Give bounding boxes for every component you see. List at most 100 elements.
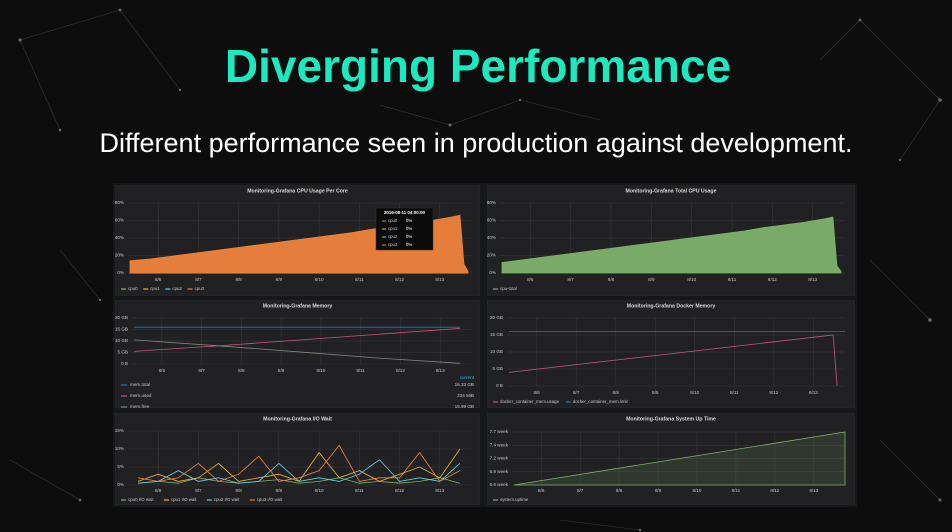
x-tick-label: 8/8 (235, 277, 242, 282)
y-tick-label: 0% (489, 270, 496, 275)
y-tick-label: 15 GB (490, 332, 503, 337)
x-tick-label: 8/12 (396, 368, 405, 373)
tooltip-value: 0% (406, 242, 412, 247)
legend-value: 15.99 GB (455, 404, 474, 409)
x-tick-label: 8/11 (732, 488, 741, 493)
x-tick-label: 8/7 (573, 390, 580, 395)
y-tick-label: 60% (487, 218, 496, 223)
y-tick-label: 20 GB (490, 315, 503, 320)
panel-title: Monitoring-Grafana Memory (263, 303, 333, 309)
legend-label: mem.free (130, 404, 150, 409)
x-tick-label: 8/9 (648, 277, 655, 282)
tooltip-value: 0% (406, 234, 412, 239)
legend-label: mem.used (130, 393, 152, 398)
x-tick-label: 8/7 (195, 488, 202, 493)
panel: Monitoring-Grafana I/O Wait 0% 5% 10% 15% 8/6… (115, 413, 480, 505)
tooltip-name: cpu0 (388, 218, 398, 223)
panel-title: Monitoring-Grafana System Up Time (626, 416, 716, 422)
x-tick-label: 8/11 (356, 368, 365, 373)
legend-header: current (460, 375, 475, 380)
x-tick-label: 8/11 (728, 277, 737, 282)
legend-value: 334 MiB (457, 393, 474, 398)
panel: Monitoring-Grafana Total CPU Usage 0% 20% 4… (487, 185, 855, 296)
x-tick-label: 8/8 (608, 277, 615, 282)
legend-label: system.uptime (500, 497, 529, 502)
x-tick-label: 8/7 (577, 488, 584, 493)
series-area (513, 431, 846, 486)
tooltip-value: 0% (406, 218, 412, 223)
x-tick-label: 8/10 (315, 488, 324, 493)
panel: Monitoring-Grafana CPU Usage Per Core 0% 2… (115, 185, 480, 296)
x-tick-label: 8/7 (195, 277, 202, 282)
x-tick-label: 8/13 (809, 390, 818, 395)
y-tick-label: 0% (117, 482, 124, 487)
x-tick-label: 8/8 (613, 390, 620, 395)
y-tick-label: 15 GB (115, 327, 128, 332)
y-tick-label: 0% (117, 270, 124, 275)
y-tick-label: 10 GB (490, 349, 503, 354)
y-tick-label: 5 GB (118, 350, 128, 355)
panel-box (115, 300, 480, 408)
x-tick-label: 8/6 (533, 390, 540, 395)
y-tick-label: 7.4 week (490, 442, 509, 447)
x-tick-label: 8/11 (355, 277, 364, 282)
legend-label: cpu0 I/O wait (128, 497, 154, 502)
x-tick-label: 8/13 (435, 277, 444, 282)
x-tick-label: 8/10 (316, 368, 325, 373)
x-tick-label: 8/10 (690, 390, 699, 395)
y-tick-label: 20% (487, 253, 496, 258)
y-tick-label: 5% (117, 464, 124, 469)
y-tick-label: 80% (115, 200, 124, 205)
tooltip-value: 0% (406, 226, 412, 231)
series-line (138, 459, 461, 484)
y-tick-label: 0 B (121, 361, 128, 366)
panel: Monitoring-Grafana Memory 0 B 5 GB 10 GB 15 … (115, 300, 480, 409)
x-tick-label: 8/7 (198, 368, 205, 373)
x-tick-label: 8/12 (395, 277, 404, 282)
x-tick-label: 8/6 (155, 277, 162, 282)
x-tick-label: 8/12 (768, 277, 777, 282)
x-tick-label: 8/6 (527, 277, 534, 282)
legend-label: cpu0 (128, 286, 138, 291)
tooltip-name: cpu3 (388, 242, 398, 247)
x-tick-label: 8/13 (809, 488, 818, 493)
x-tick-label: 8/9 (652, 390, 659, 395)
y-tick-label: 60% (115, 218, 124, 223)
series-line (133, 339, 461, 364)
x-tick-label: 8/10 (693, 488, 702, 493)
y-tick-label: 0 B (496, 383, 503, 388)
legend-value: 16.33 GB (455, 382, 474, 387)
y-tick-label: 6.6 week (490, 482, 509, 487)
x-tick-label: 8/11 (730, 390, 739, 395)
x-tick-label: 8/13 (435, 488, 444, 493)
network-decoration (9, 8, 942, 532)
x-tick-label: 8/10 (687, 277, 696, 282)
tooltip-name: cpu2 (388, 234, 398, 239)
y-tick-label: 7.7 week (490, 429, 509, 434)
x-tick-label: 8/12 (395, 488, 404, 493)
y-tick-label: 20 GB (115, 315, 128, 320)
y-tick-label: 10% (115, 446, 124, 451)
x-tick-label: 8/11 (355, 488, 364, 493)
series-line (133, 327, 461, 352)
legend-label: cpu-total (500, 286, 517, 291)
legend-label: docker_container_mem.limit (573, 399, 629, 404)
x-tick-label: 8/9 (276, 488, 283, 493)
legend-label: cpu2 (172, 286, 182, 291)
x-tick-label: 8/8 (238, 368, 245, 373)
series-line (508, 334, 838, 387)
slide-title: Diverging Performance (225, 40, 731, 92)
series-area (501, 216, 842, 274)
x-tick-label: 8/9 (655, 488, 662, 493)
legend-label: cpu1 (150, 286, 160, 291)
x-tick-label: 8/6 (538, 488, 545, 493)
panel-title: Monitoring-Grafana Docker Memory (627, 303, 716, 309)
y-tick-label: 80% (487, 200, 496, 205)
legend-label: cpu3 (195, 286, 205, 291)
x-tick-label: 8/13 (436, 368, 445, 373)
series-line (138, 477, 461, 484)
y-tick-label: 20% (115, 253, 124, 258)
x-tick-label: 8/12 (770, 488, 779, 493)
